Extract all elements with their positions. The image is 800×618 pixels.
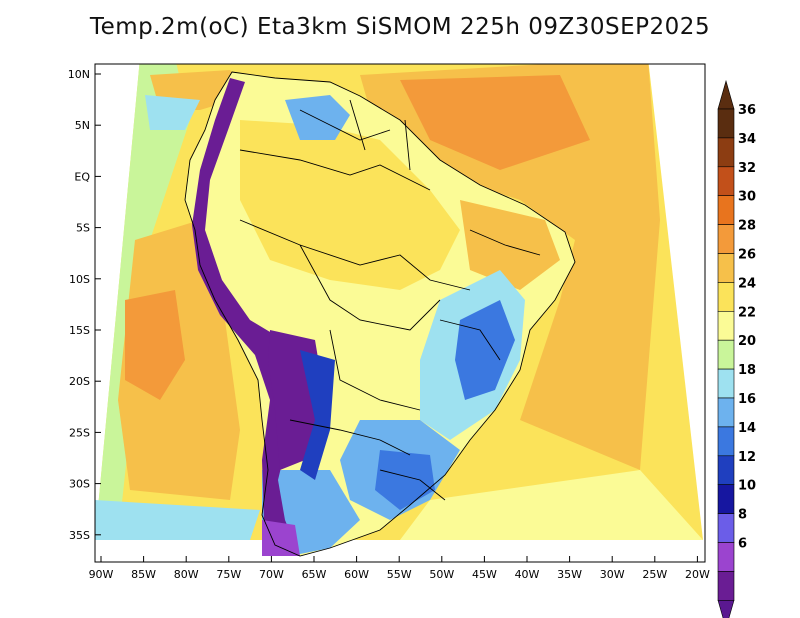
- lon-label: 35W: [557, 568, 582, 581]
- guiana-highlands: [285, 95, 350, 140]
- lon-label: 45W: [472, 568, 497, 581]
- colorbar-label: 30: [738, 190, 756, 205]
- lat-label: 25S: [69, 426, 90, 439]
- colorbar-label: 18: [738, 363, 756, 378]
- colorbar-label: 26: [738, 248, 756, 263]
- map-frame: [94, 63, 706, 563]
- lon-label: 85W: [131, 568, 156, 581]
- colorbar-swatch: [717, 282, 735, 312]
- lat-label: 30S: [69, 478, 90, 491]
- colorbar-swatch: [717, 253, 735, 283]
- lon-label: 65W: [302, 568, 327, 581]
- lat-label: 10N: [68, 68, 90, 81]
- colorbar-bottom-arrow: [717, 600, 735, 618]
- lat-label: EQ: [74, 170, 90, 183]
- pacific-hot: [125, 290, 185, 400]
- southern-tip-cold: [262, 520, 300, 556]
- lat-label: 15S: [69, 324, 90, 337]
- colorbar-swatch: [717, 455, 735, 485]
- colorbar-label: 20: [738, 334, 756, 349]
- colorbar-label: 12: [738, 450, 756, 465]
- colorbar-label: 8: [738, 508, 747, 523]
- amazon-warm: [240, 120, 460, 290]
- colorbar-swatch: [717, 224, 735, 254]
- lat-label: 20S: [69, 375, 90, 388]
- colorbar-swatch: [717, 368, 735, 399]
- colorbar-label: 28: [738, 219, 756, 234]
- colorbar-label: 6: [738, 537, 747, 552]
- lon-label: 25W: [642, 568, 667, 581]
- colorbar-label: 14: [738, 421, 756, 436]
- colorbar-label: 32: [738, 161, 756, 176]
- pacific-cool-patch: [145, 95, 200, 130]
- lon-label: 80W: [174, 568, 199, 581]
- colorbar-label: 24: [738, 276, 756, 291]
- lon-label: 55W: [387, 568, 412, 581]
- lon-label: 75W: [216, 568, 241, 581]
- colorbar-swatch: [717, 571, 735, 601]
- lon-label: 40W: [515, 568, 540, 581]
- lon-label: 60W: [344, 568, 369, 581]
- lat-label: 5S: [76, 222, 90, 235]
- andes-cold: [192, 78, 300, 556]
- colorbar-swatch: [717, 397, 735, 428]
- lon-label: 20W: [685, 568, 710, 581]
- longitude-axis: 90W 85W 80W 75W 70W 65W 60W 55W 50W 45W 40W 35W 30W 2…: [89, 556, 710, 581]
- map-panel: [95, 64, 705, 562]
- lat-label: 5N: [75, 119, 90, 132]
- colorbar-swatch: [717, 166, 735, 197]
- colorbar-swatch: [717, 513, 735, 543]
- colorbar-label: 36: [738, 103, 756, 118]
- colorbar-swatch: [717, 108, 735, 139]
- colorbar: 36 34 32 30 28 26 24 22 20 18 16 14 12 10 8 6: [717, 79, 756, 618]
- colorbar-label: 16: [738, 392, 756, 407]
- colorbar-swatch: [717, 310, 735, 341]
- cool-sea-southeast: [400, 470, 703, 540]
- colorbar-swatch: [717, 339, 735, 370]
- atlantic-hot: [400, 75, 590, 170]
- cool-sea-south: [95, 500, 260, 540]
- country-borders: [184, 71, 576, 557]
- colorbar-swatch: [717, 542, 735, 572]
- colorbar-swatch: [717, 484, 735, 514]
- southeast-cold: [455, 300, 515, 400]
- lon-label: 90W: [89, 568, 114, 581]
- lon-label: 50W: [429, 568, 454, 581]
- andes-slope-cool: [300, 350, 335, 480]
- colorbar-top-arrow: [717, 79, 735, 110]
- south-brazil-cold: [375, 450, 435, 510]
- lon-label: 70W: [259, 568, 284, 581]
- colorbar-swatch: [717, 195, 735, 225]
- lat-label: 35S: [69, 529, 90, 542]
- colorbar-label: 34: [738, 132, 756, 147]
- colorbar-label: 10: [738, 479, 756, 494]
- colorbar-swatch: [717, 137, 735, 168]
- lon-label: 30W: [600, 568, 625, 581]
- northeast-warm: [460, 200, 560, 290]
- colorbar-swatch: [717, 426, 735, 457]
- colorbar-label: 22: [738, 305, 756, 320]
- lat-label: 10S: [69, 273, 90, 286]
- figure-title: Temp.2m(oC) Eta3km SiSMOM 225h 09Z30SEP2…: [89, 14, 711, 40]
- latitude-axis: 10N 5N EQ 5S 10S 15S 20S 25S 30S 35S: [68, 68, 101, 542]
